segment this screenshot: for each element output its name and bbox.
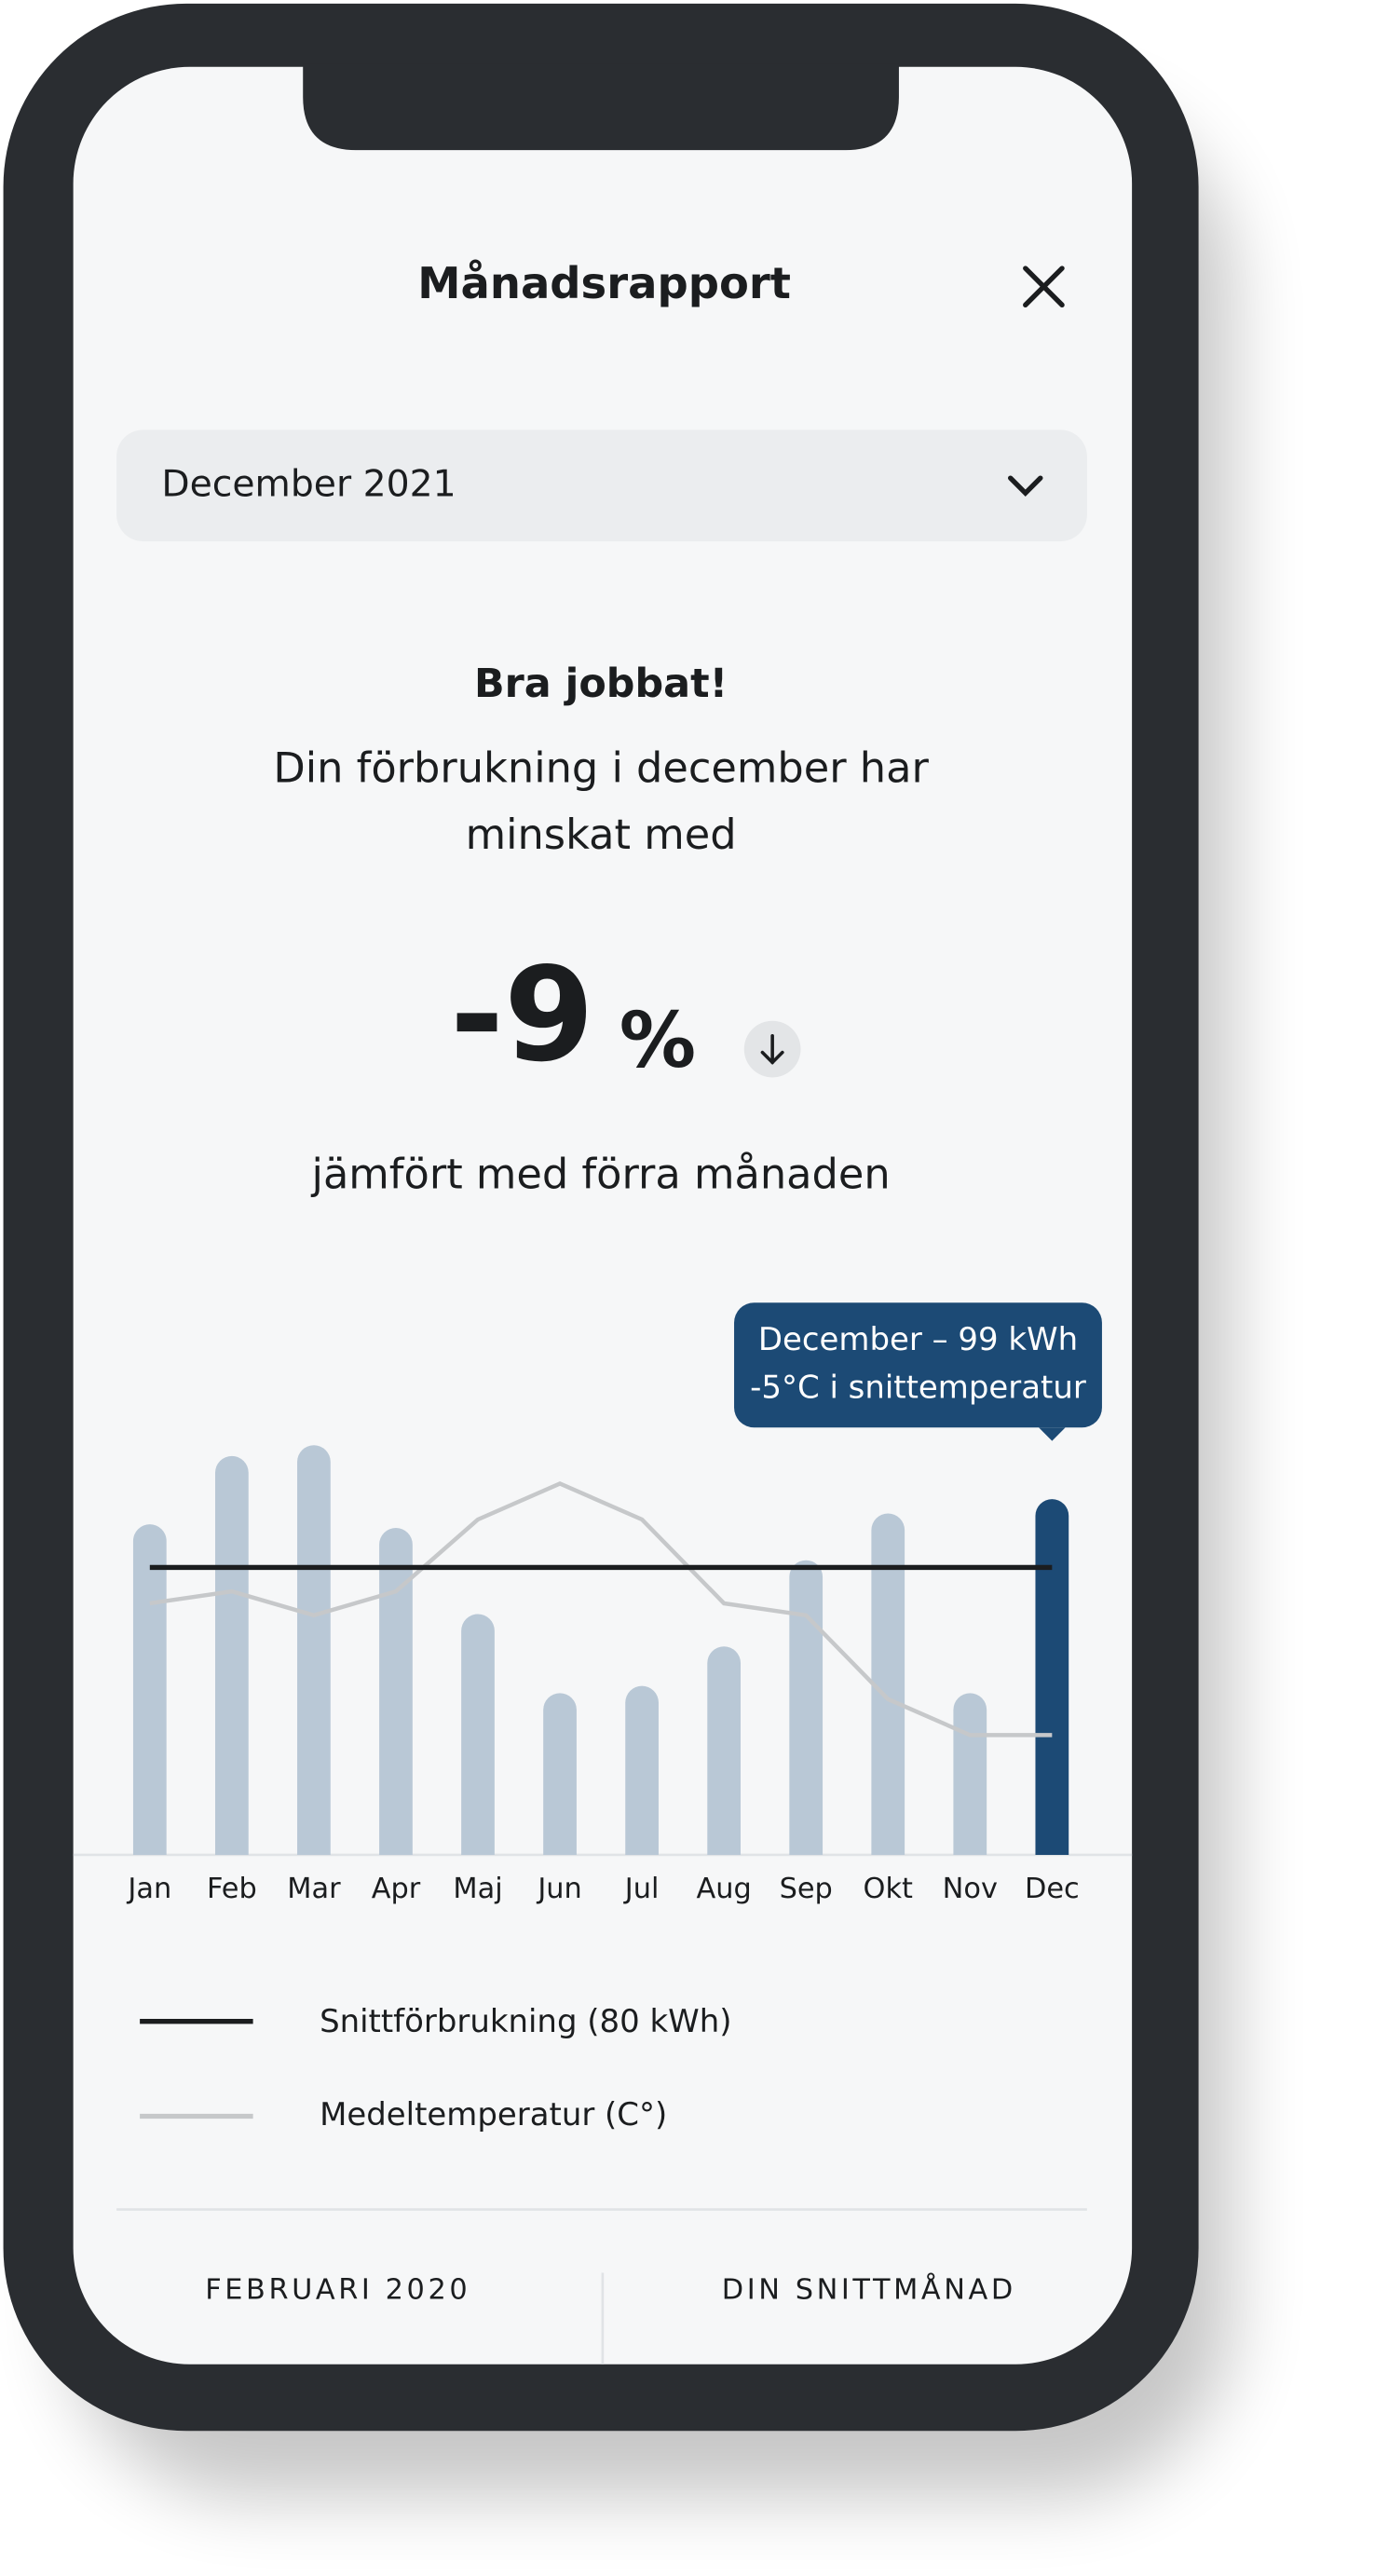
x-tick-label: Apr [372, 1873, 421, 1905]
x-tick-label: Okt [864, 1873, 913, 1905]
summary-text: Din förbrukning i december har [273, 744, 929, 793]
page-title: Månadsrapport [417, 258, 791, 308]
x-tick-label: Nov [943, 1873, 998, 1905]
bar [297, 1445, 331, 1855]
bar [132, 1524, 167, 1855]
legend-label: Medeltemperatur (C°) [320, 2096, 667, 2133]
tab[interactable]: DIN SNITTMÅNAD [722, 2273, 1016, 2307]
x-tick-label: Sep [780, 1873, 833, 1905]
bar [543, 1693, 577, 1855]
down-arrow [760, 1033, 784, 1065]
dropdown-value: December 2021 [161, 464, 456, 506]
summary-heading: Bra jobbat! [474, 661, 728, 707]
bar [379, 1527, 413, 1855]
change-unit: % [619, 997, 696, 1085]
bar [1035, 1499, 1069, 1855]
x-tick-label: Jan [126, 1873, 171, 1905]
tooltip [734, 1302, 1102, 1428]
chart: Jan Feb Mar Apr Maj Jun Jul Aug Sep Okt Nov Dec Dece… [126, 1302, 1102, 1905]
x-tick-label: Feb [207, 1873, 257, 1905]
tab[interactable]: FEBRUARI 2020 [205, 2274, 470, 2307]
bar [461, 1614, 495, 1855]
bar [707, 1646, 742, 1855]
bar [871, 1513, 905, 1855]
x-tick-label: Jun [536, 1873, 581, 1905]
notch [303, 63, 899, 151]
x-tick-label: Dec [1025, 1873, 1080, 1905]
bar [215, 1455, 249, 1855]
change-value: -9 [450, 939, 594, 1090]
summary-text: minskat med [466, 811, 737, 859]
x-tick-label: Aug [697, 1873, 752, 1905]
temperature-line [149, 1480, 1053, 1738]
bar [953, 1693, 987, 1855]
tooltip-text: December – 99 kWh [758, 1321, 1078, 1358]
tooltip-text: -5°C i snittemperatur [750, 1370, 1086, 1407]
close-button[interactable] [1023, 266, 1065, 308]
x-tick-label: Jul [623, 1873, 660, 1905]
comparison-text: jämfört med förra månaden [311, 1151, 891, 1199]
dropdown-chevron [1007, 475, 1043, 497]
month-dropdown[interactable] [116, 429, 1087, 542]
bar [625, 1685, 659, 1855]
screen [73, 66, 1133, 2365]
tooltip-pointer [1039, 1427, 1066, 1441]
bar [789, 1560, 824, 1855]
legend-label: Snittförbrukning (80 kWh) [320, 2003, 731, 2040]
x-tick-label: Maj [453, 1873, 502, 1905]
x-tick-label: Mar [287, 1873, 341, 1905]
